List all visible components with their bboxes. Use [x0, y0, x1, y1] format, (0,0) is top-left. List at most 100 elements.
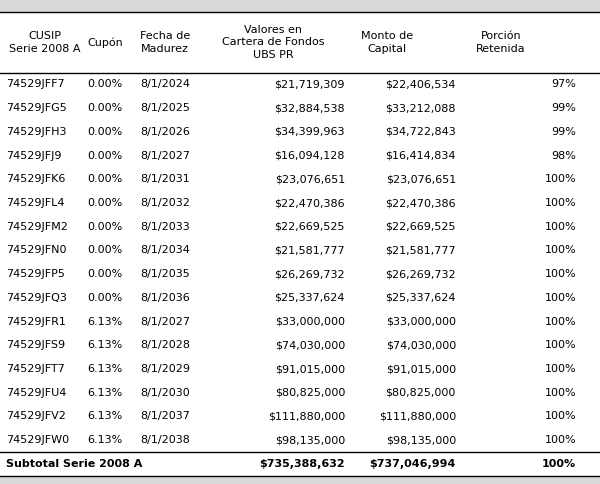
Text: 8/1/2038: 8/1/2038: [140, 435, 190, 445]
Text: $34,399,963: $34,399,963: [275, 127, 345, 137]
Text: $80,825,000: $80,825,000: [386, 388, 456, 398]
Text: $25,337,624: $25,337,624: [275, 293, 345, 303]
Text: 100%: 100%: [544, 364, 576, 374]
Text: 98%: 98%: [551, 151, 576, 161]
Text: 100%: 100%: [544, 435, 576, 445]
Text: 8/1/2025: 8/1/2025: [140, 103, 190, 113]
Text: 74529JFG5: 74529JFG5: [6, 103, 67, 113]
Text: 74529JFJ9: 74529JFJ9: [6, 151, 62, 161]
Text: $22,669,525: $22,669,525: [386, 222, 456, 232]
Text: $22,470,386: $22,470,386: [385, 198, 456, 208]
Text: 8/1/2032: 8/1/2032: [140, 198, 190, 208]
Text: Subtotal Serie 2008 A: Subtotal Serie 2008 A: [6, 459, 142, 469]
Text: $22,470,386: $22,470,386: [274, 198, 345, 208]
Text: 74529JFS9: 74529JFS9: [6, 340, 65, 350]
Text: 97%: 97%: [551, 79, 576, 90]
Text: $735,388,632: $735,388,632: [259, 459, 345, 469]
Text: $22,406,534: $22,406,534: [386, 79, 456, 90]
Text: $25,337,624: $25,337,624: [386, 293, 456, 303]
Text: 74529JFP5: 74529JFP5: [6, 269, 65, 279]
Text: 100%: 100%: [544, 245, 576, 256]
Text: 74529JFN0: 74529JFN0: [6, 245, 67, 256]
Text: 74529JFM2: 74529JFM2: [6, 222, 68, 232]
Text: 6.13%: 6.13%: [88, 340, 122, 350]
Text: 74529JFF7: 74529JFF7: [6, 79, 65, 90]
Text: 74529JFV2: 74529JFV2: [6, 411, 66, 422]
Text: $74,030,000: $74,030,000: [275, 340, 345, 350]
Text: Fecha de
Madurez: Fecha de Madurez: [140, 31, 190, 54]
Text: $23,076,651: $23,076,651: [386, 174, 456, 184]
Text: 8/1/2035: 8/1/2035: [140, 269, 190, 279]
Text: $22,669,525: $22,669,525: [275, 222, 345, 232]
Text: 74529JFR1: 74529JFR1: [6, 317, 66, 327]
Text: Porción
Retenida: Porción Retenida: [476, 31, 526, 54]
Text: $98,135,000: $98,135,000: [275, 435, 345, 445]
Text: 0.00%: 0.00%: [88, 151, 122, 161]
Text: 74529JFL4: 74529JFL4: [6, 198, 65, 208]
Text: 0.00%: 0.00%: [88, 269, 122, 279]
Text: Monto de
Capital: Monto de Capital: [361, 31, 413, 54]
Text: $91,015,000: $91,015,000: [386, 364, 456, 374]
Text: 74529JFT7: 74529JFT7: [6, 364, 65, 374]
Text: 74529JFU4: 74529JFU4: [6, 388, 67, 398]
Text: 0.00%: 0.00%: [88, 174, 122, 184]
Text: 6.13%: 6.13%: [88, 388, 122, 398]
Text: $91,015,000: $91,015,000: [275, 364, 345, 374]
Text: 8/1/2027: 8/1/2027: [140, 151, 190, 161]
Text: 100%: 100%: [544, 198, 576, 208]
Text: $74,030,000: $74,030,000: [386, 340, 456, 350]
Text: 100%: 100%: [544, 269, 576, 279]
Text: $98,135,000: $98,135,000: [386, 435, 456, 445]
Text: 8/1/2029: 8/1/2029: [140, 364, 190, 374]
Text: 0.00%: 0.00%: [88, 79, 122, 90]
Text: 74529JFQ3: 74529JFQ3: [6, 293, 67, 303]
Text: $26,269,732: $26,269,732: [274, 269, 345, 279]
Text: 8/1/2027: 8/1/2027: [140, 317, 190, 327]
Text: $21,719,309: $21,719,309: [275, 79, 345, 90]
Text: $16,094,128: $16,094,128: [275, 151, 345, 161]
Text: $111,880,000: $111,880,000: [268, 411, 345, 422]
Text: 8/1/2031: 8/1/2031: [140, 174, 190, 184]
Text: 0.00%: 0.00%: [88, 222, 122, 232]
Text: 8/1/2033: 8/1/2033: [140, 222, 190, 232]
Text: $33,212,088: $33,212,088: [386, 103, 456, 113]
Text: $23,076,651: $23,076,651: [275, 174, 345, 184]
Text: 8/1/2034: 8/1/2034: [140, 245, 190, 256]
Text: 100%: 100%: [544, 174, 576, 184]
Text: $34,722,843: $34,722,843: [385, 127, 456, 137]
Text: 99%: 99%: [551, 103, 576, 113]
Text: 74529JFK6: 74529JFK6: [6, 174, 65, 184]
Text: 0.00%: 0.00%: [88, 245, 122, 256]
Text: Valores en
Cartera de Fondos
UBS PR: Valores en Cartera de Fondos UBS PR: [222, 25, 324, 60]
Text: $16,414,834: $16,414,834: [386, 151, 456, 161]
Text: 8/1/2036: 8/1/2036: [140, 293, 190, 303]
Text: $26,269,732: $26,269,732: [385, 269, 456, 279]
Text: 99%: 99%: [551, 127, 576, 137]
Text: 100%: 100%: [544, 317, 576, 327]
Text: 100%: 100%: [544, 222, 576, 232]
Text: 100%: 100%: [544, 411, 576, 422]
Text: 8/1/2037: 8/1/2037: [140, 411, 190, 422]
Text: $33,000,000: $33,000,000: [386, 317, 456, 327]
Text: $32,884,538: $32,884,538: [274, 103, 345, 113]
Text: 8/1/2030: 8/1/2030: [140, 388, 190, 398]
Text: Cupón: Cupón: [87, 37, 123, 47]
Text: 0.00%: 0.00%: [88, 198, 122, 208]
Text: 100%: 100%: [544, 293, 576, 303]
Text: 0.00%: 0.00%: [88, 103, 122, 113]
Text: 6.13%: 6.13%: [88, 435, 122, 445]
Text: CUSIP
Serie 2008 A: CUSIP Serie 2008 A: [9, 31, 81, 54]
Text: 74529JFH3: 74529JFH3: [6, 127, 67, 137]
Text: .: .: [15, 77, 19, 88]
Text: $737,046,994: $737,046,994: [370, 459, 456, 469]
Text: $21,581,777: $21,581,777: [385, 245, 456, 256]
Text: 0.00%: 0.00%: [88, 127, 122, 137]
Text: $33,000,000: $33,000,000: [275, 317, 345, 327]
Text: $111,880,000: $111,880,000: [379, 411, 456, 422]
Text: 100%: 100%: [542, 459, 576, 469]
Text: 6.13%: 6.13%: [88, 317, 122, 327]
Text: $80,825,000: $80,825,000: [275, 388, 345, 398]
Text: $21,581,777: $21,581,777: [274, 245, 345, 256]
Text: 6.13%: 6.13%: [88, 364, 122, 374]
Text: 8/1/2024: 8/1/2024: [140, 79, 190, 90]
